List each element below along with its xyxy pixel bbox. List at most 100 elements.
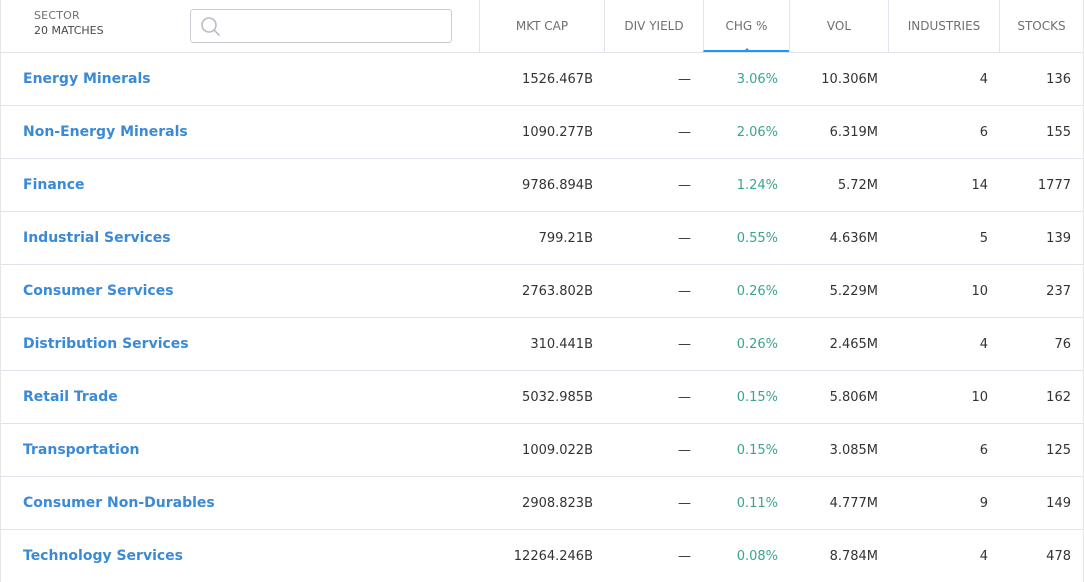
- mkt-cap-cell: 9786.894B: [522, 178, 593, 193]
- table-header: SECTOR 20 MATCHES MKT CAP DIV YIELD CHG …: [1, 0, 1083, 53]
- column-header-stocks[interactable]: STOCKS: [999, 0, 1083, 52]
- table-row[interactable]: Industrial Services 799.21B — 0.55% 4.63…: [1, 212, 1083, 265]
- vol-cell: 4.777M: [829, 496, 878, 511]
- column-header-label: VOL: [826, 19, 852, 33]
- search-input[interactable]: [227, 14, 446, 40]
- sort-indicator-icon: [742, 48, 751, 52]
- chg-cell: 2.06%: [736, 125, 778, 140]
- vol-cell: 4.636M: [829, 231, 878, 246]
- industries-cell: 5: [979, 231, 988, 246]
- industries-cell: 10: [971, 390, 988, 405]
- chg-cell: 0.55%: [736, 231, 778, 246]
- div-yield-cell: —: [678, 284, 691, 299]
- sector-link[interactable]: Transportation: [23, 442, 140, 458]
- mkt-cap-cell: 1526.467B: [522, 72, 593, 87]
- column-header-mkt-cap[interactable]: MKT CAP: [479, 0, 604, 52]
- div-yield-cell: —: [678, 549, 691, 564]
- sector-column-header[interactable]: SECTOR 20 MATCHES: [34, 9, 154, 38]
- industries-cell: 14: [971, 178, 988, 193]
- vol-cell: 5.806M: [829, 390, 878, 405]
- stocks-cell: 76: [1054, 337, 1071, 352]
- industries-cell: 9: [979, 496, 988, 511]
- chg-cell: 1.24%: [736, 178, 778, 193]
- mkt-cap-cell: 1009.022B: [522, 443, 593, 458]
- table-row[interactable]: Consumer Non-Durables 2908.823B — 0.11% …: [1, 477, 1083, 530]
- chg-cell: 0.11%: [736, 496, 778, 511]
- table-row[interactable]: Energy Minerals 1526.467B — 3.06% 10.306…: [1, 53, 1083, 106]
- table-row[interactable]: Retail Trade 5032.985B — 0.15% 5.806M 10…: [1, 371, 1083, 424]
- chg-cell: 3.06%: [736, 72, 778, 87]
- sector-link[interactable]: Technology Services: [23, 548, 184, 564]
- sector-link[interactable]: Industrial Services: [23, 230, 171, 246]
- table-row[interactable]: Finance 9786.894B — 1.24% 5.72M 14 1777: [1, 159, 1083, 212]
- vol-cell: 5.72M: [837, 178, 878, 193]
- chg-cell: 0.08%: [736, 549, 778, 564]
- column-header-label: DIV YIELD: [624, 19, 684, 33]
- vol-cell: 8.784M: [829, 549, 878, 564]
- sector-link[interactable]: Energy Minerals: [23, 71, 151, 87]
- table-body: Energy Minerals 1526.467B — 3.06% 10.306…: [1, 53, 1083, 582]
- mkt-cap-cell: 2763.802B: [522, 284, 593, 299]
- div-yield-cell: —: [678, 72, 691, 87]
- sector-link[interactable]: Distribution Services: [23, 336, 189, 352]
- industries-cell: 4: [979, 72, 988, 87]
- chg-cell: 0.15%: [736, 443, 778, 458]
- chg-cell: 0.15%: [736, 390, 778, 405]
- stocks-cell: 162: [1046, 390, 1071, 405]
- column-header-div-yield[interactable]: DIV YIELD: [604, 0, 703, 52]
- vol-cell: 10.306M: [821, 72, 878, 87]
- div-yield-cell: —: [678, 496, 691, 511]
- vol-cell: 5.229M: [829, 284, 878, 299]
- div-yield-cell: —: [678, 178, 691, 193]
- sector-link[interactable]: Finance: [23, 177, 85, 193]
- stocks-cell: 237: [1046, 284, 1071, 299]
- mkt-cap-cell: 310.441B: [530, 337, 593, 352]
- column-header-label: STOCKS: [1017, 19, 1066, 33]
- table-row[interactable]: Distribution Services 310.441B — 0.26% 2…: [1, 318, 1083, 371]
- vol-cell: 3.085M: [829, 443, 878, 458]
- vol-cell: 2.465M: [829, 337, 878, 352]
- column-header-vol[interactable]: VOL: [789, 0, 888, 52]
- mkt-cap-cell: 12264.246B: [513, 549, 593, 564]
- chg-cell: 0.26%: [736, 337, 778, 352]
- search-icon: [201, 17, 220, 36]
- table-row[interactable]: Consumer Services 2763.802B — 0.26% 5.22…: [1, 265, 1083, 318]
- stocks-cell: 136: [1046, 72, 1071, 87]
- industries-cell: 6: [979, 443, 988, 458]
- column-header-label: CHG %: [725, 19, 768, 33]
- div-yield-cell: —: [678, 231, 691, 246]
- mkt-cap-cell: 2908.823B: [522, 496, 593, 511]
- stocks-cell: 125: [1046, 443, 1071, 458]
- search-box[interactable]: [190, 9, 452, 43]
- column-header-label: INDUSTRIES: [907, 19, 981, 33]
- sector-link[interactable]: Consumer Non-Durables: [23, 495, 215, 511]
- div-yield-cell: —: [678, 443, 691, 458]
- table-row[interactable]: Non-Energy Minerals 1090.277B — 2.06% 6.…: [1, 106, 1083, 159]
- industries-cell: 6: [979, 125, 988, 140]
- column-header-industries[interactable]: INDUSTRIES: [888, 0, 999, 52]
- column-header-chg[interactable]: CHG %: [703, 0, 789, 52]
- chg-cell: 0.26%: [736, 284, 778, 299]
- column-header-label: MKT CAP: [515, 19, 569, 33]
- mkt-cap-cell: 1090.277B: [522, 125, 593, 140]
- table-row[interactable]: Transportation 1009.022B — 0.15% 3.085M …: [1, 424, 1083, 477]
- stocks-cell: 155: [1046, 125, 1071, 140]
- stocks-cell: 139: [1046, 231, 1071, 246]
- industries-cell: 10: [971, 284, 988, 299]
- sector-link[interactable]: Consumer Services: [23, 283, 174, 299]
- industries-cell: 4: [979, 549, 988, 564]
- sector-title: SECTOR: [34, 9, 80, 22]
- mkt-cap-cell: 5032.985B: [522, 390, 593, 405]
- div-yield-cell: —: [678, 337, 691, 352]
- sector-link[interactable]: Non-Energy Minerals: [23, 124, 188, 140]
- stocks-cell: 478: [1046, 549, 1071, 564]
- sector-link[interactable]: Retail Trade: [23, 389, 118, 405]
- table-row[interactable]: Technology Services 12264.246B — 0.08% 8…: [1, 530, 1083, 582]
- div-yield-cell: —: [678, 125, 691, 140]
- div-yield-cell: —: [678, 390, 691, 405]
- industries-cell: 4: [979, 337, 988, 352]
- stocks-cell: 1777: [1037, 178, 1071, 193]
- stocks-cell: 149: [1046, 496, 1071, 511]
- vol-cell: 6.319M: [829, 125, 878, 140]
